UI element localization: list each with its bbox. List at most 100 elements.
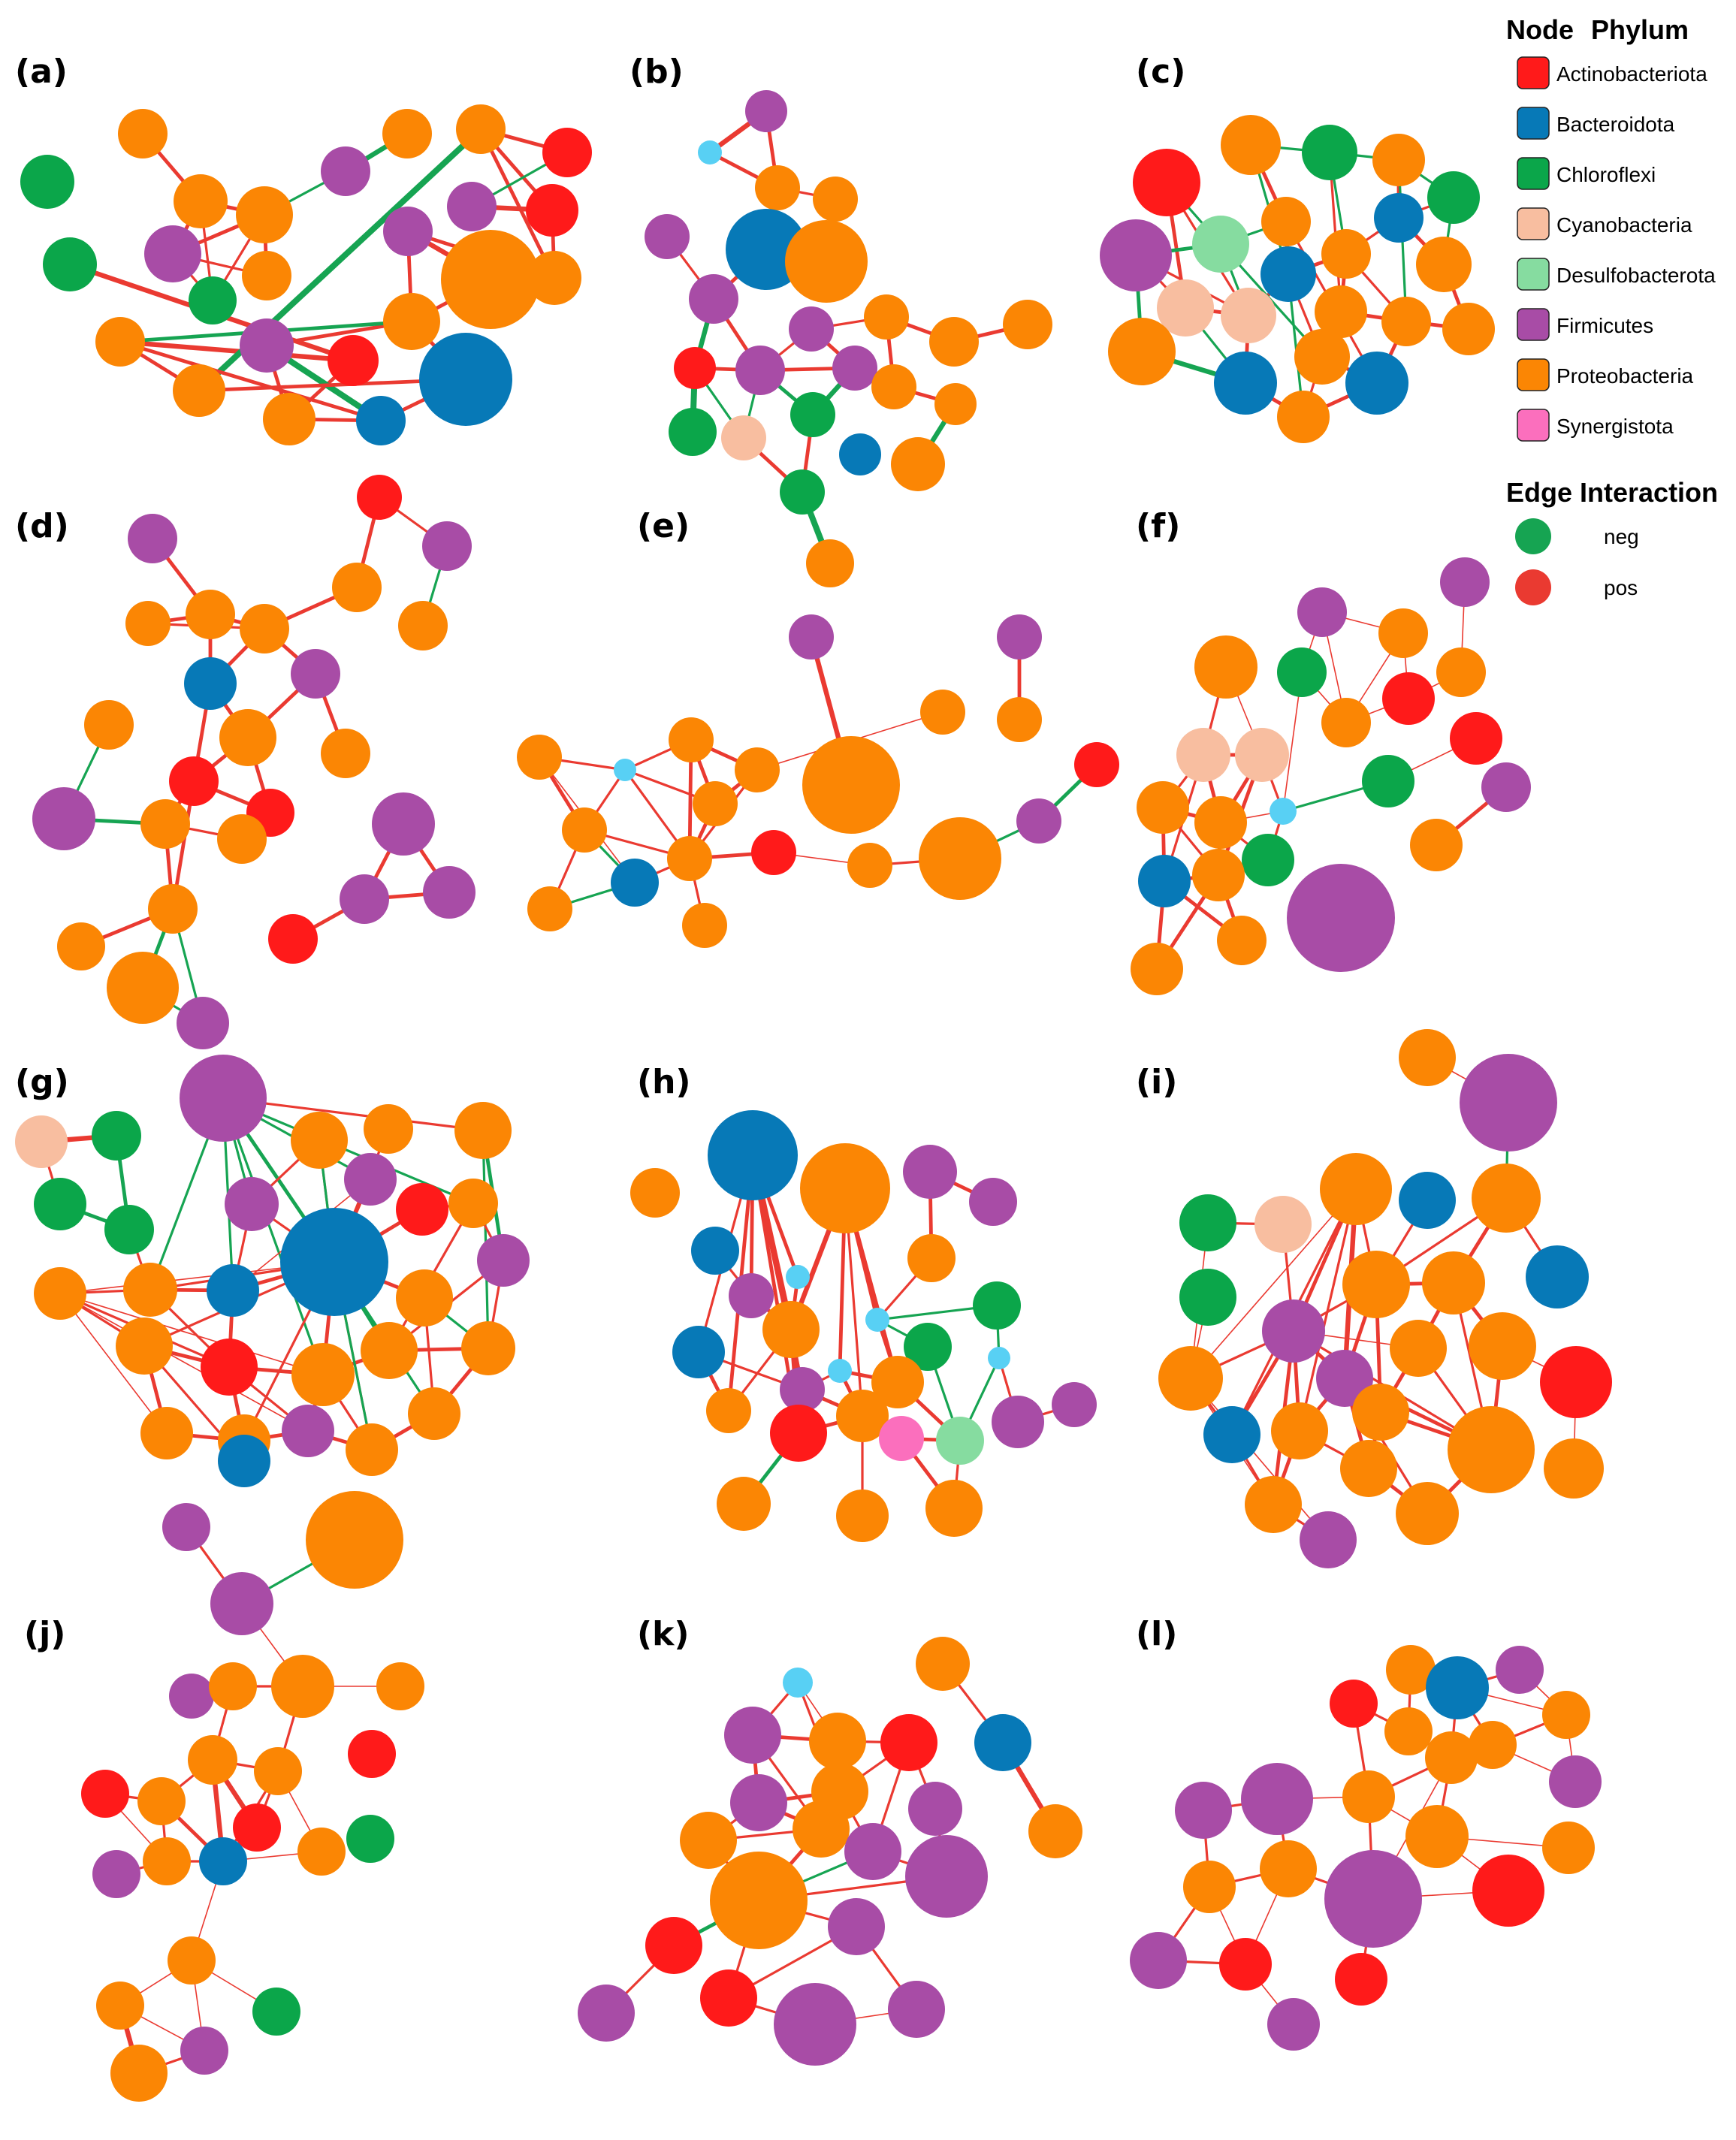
actinobacteriota-node	[81, 1770, 129, 1818]
proteobacteria-node	[907, 1234, 956, 1282]
proteobacteria-node	[1183, 1861, 1236, 1913]
firmicutes-node	[735, 346, 785, 395]
proteobacteria-node	[836, 1490, 889, 1542]
proteobacteria-node	[925, 1480, 983, 1537]
firmicutes-node	[180, 1055, 267, 1142]
proteobacteria-node	[836, 1390, 889, 1442]
proteobacteria-node	[1469, 1721, 1517, 1769]
proteobacteria-node	[332, 563, 382, 612]
proteobacteria-node	[706, 1388, 751, 1433]
proteobacteria-node	[1194, 796, 1247, 849]
bacteroidota-node	[1526, 1245, 1589, 1308]
proteobacteria-node	[242, 251, 291, 300]
network-panel-d	[32, 475, 476, 1049]
firmicutes-node	[1100, 219, 1172, 291]
proteobacteria-node	[527, 886, 572, 931]
panel-label-g: (g)	[15, 1063, 69, 1101]
proteobacteria-node	[1340, 1440, 1397, 1497]
proteobacteria-node	[717, 1477, 771, 1531]
proteobacteria-node	[1386, 1645, 1436, 1695]
actinobacteriota-node	[526, 184, 578, 237]
bacteroidota-node	[1426, 1656, 1489, 1719]
cyanobacteria-node	[1157, 279, 1214, 337]
network-panel-c	[1100, 115, 1495, 443]
proteobacteria-node	[762, 1301, 820, 1358]
proteobacteria-node	[107, 952, 179, 1024]
firmicutes-node	[1481, 762, 1531, 812]
proteobacteria-node	[710, 1852, 808, 1949]
chloroflexi-node	[904, 1323, 952, 1371]
unclassified-node	[698, 140, 722, 164]
proteobacteria-node	[1425, 1731, 1478, 1784]
actinobacteriota-node	[1335, 1953, 1387, 2006]
bacteroidota-node	[1214, 352, 1277, 415]
chloroflexi-node	[780, 469, 825, 515]
panel-label-d: (d)	[15, 507, 69, 545]
firmicutes-node	[423, 866, 476, 919]
proteobacteria-node	[630, 1168, 680, 1218]
proteobacteria-node	[1217, 916, 1267, 965]
chloroflexi-node	[790, 392, 835, 437]
legend-swatch-synergistota	[1517, 409, 1550, 442]
legend-edge-header: Edge Interaction	[1506, 477, 1718, 508]
firmicutes-node	[780, 1367, 825, 1412]
proteobacteria-node	[173, 364, 225, 417]
proteobacteria-node	[118, 109, 168, 158]
actinobacteriota-node	[542, 128, 592, 177]
firmicutes-node	[1241, 1763, 1313, 1835]
actinobacteriota-node	[645, 1917, 702, 1974]
bacteroidota-node	[1260, 246, 1316, 302]
firmicutes-node	[888, 1981, 945, 2038]
proteobacteria-node	[217, 814, 267, 864]
legend-label-synergistota: Synergistota	[1556, 415, 1674, 438]
actinobacteriota-node	[233, 1803, 281, 1852]
proteobacteria-node	[84, 700, 134, 750]
proteobacteria-node	[1245, 1476, 1302, 1533]
legend-label-desulfobacterota: Desulfobacterota	[1556, 264, 1716, 287]
unclassified-node	[988, 1347, 1010, 1369]
actinobacteriota-node	[268, 914, 318, 964]
proteobacteria-node	[148, 884, 198, 934]
pos-edge	[479, 127, 557, 280]
pos-edge	[117, 339, 356, 364]
firmicutes-node	[372, 792, 435, 856]
panel-label-j: (j)	[24, 1615, 65, 1653]
firmicutes-node	[908, 1782, 962, 1836]
proteobacteria-node	[1384, 1707, 1433, 1755]
firmicutes-node	[1496, 1646, 1544, 1694]
proteobacteria-node	[1422, 1251, 1485, 1314]
actinobacteriota-node	[348, 1730, 396, 1778]
proteobacteria-node	[1469, 1312, 1536, 1380]
proteobacteria-node	[1342, 1251, 1410, 1318]
proteobacteria-node	[920, 690, 965, 735]
firmicutes-node	[162, 1503, 210, 1551]
legend-swatch-actinobacteriota	[1517, 56, 1550, 89]
proteobacteria-node	[441, 230, 540, 329]
firmicutes-node	[210, 1572, 273, 1635]
proteobacteria-node	[735, 747, 780, 792]
proteobacteria-node	[934, 383, 977, 425]
proteobacteria-node	[398, 601, 448, 650]
firmicutes-node	[340, 874, 389, 924]
proteobacteria-node	[361, 1322, 418, 1379]
proteobacteria-node	[1378, 608, 1428, 658]
proteobacteria-node	[456, 104, 506, 154]
firmicutes-node	[1300, 1511, 1357, 1568]
bacteroidota-node	[691, 1227, 739, 1275]
firmicutes-node	[1440, 557, 1490, 607]
proteobacteria-node	[382, 109, 432, 158]
proteobacteria-node	[1320, 1153, 1392, 1225]
firmicutes-node	[905, 1835, 988, 1918]
firmicutes-node	[169, 1674, 214, 1719]
proteobacteria-node	[1260, 1840, 1317, 1897]
proteobacteria-node	[1396, 1482, 1459, 1545]
panel-label-i: (i)	[1136, 1063, 1177, 1101]
actinobacteriota-node	[169, 756, 219, 806]
chloroflexi-node	[1302, 125, 1357, 180]
proteobacteria-node	[1294, 329, 1350, 385]
cyanobacteria-node	[1254, 1196, 1312, 1253]
proteobacteria-node	[1271, 1402, 1328, 1459]
proteobacteria-node	[517, 735, 562, 780]
firmicutes-node	[240, 318, 294, 373]
chloroflexi-node	[34, 1178, 86, 1230]
